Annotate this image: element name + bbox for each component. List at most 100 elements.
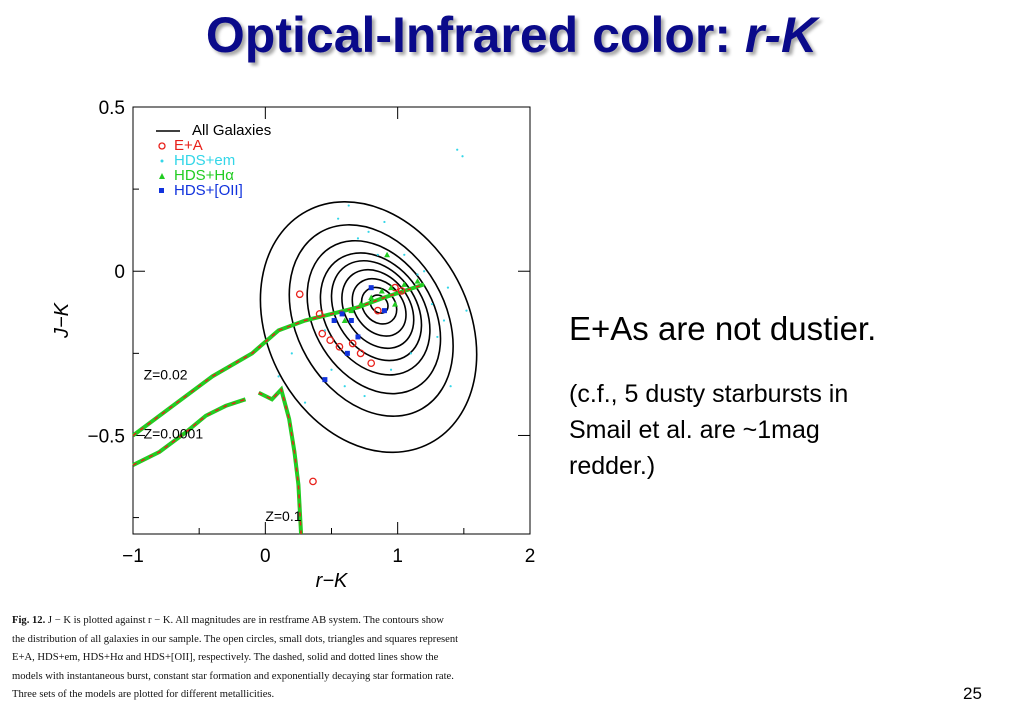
point-HDS+[OII] [322,377,328,383]
point-E+A [309,477,317,486]
caption-line: the distribution of all galaxies in our … [12,633,459,645]
y-axis-label: J−K [51,301,73,339]
page-number: 25 [963,684,982,703]
caption-line: E+A, HDS+em, HDS+Hα and HDS+[OII], respe… [12,652,439,664]
point-HDS+[OII] [339,311,345,317]
model-label: Z=0.0001 [144,426,204,442]
point-E+A [295,290,304,299]
point-HDS+em [343,385,346,388]
point-HDS+Hα [348,307,355,314]
legend-label: HDS+Hα [174,167,234,184]
caption-line: Fig. 12. J − K is plotted against r − K.… [12,612,602,631]
point-E+A [318,329,327,338]
legend-swatch [159,173,165,179]
point-HDS+em [290,352,293,355]
point-HDS+em [303,401,307,404]
legend-label: E+A [174,137,203,154]
x-axis-label: r−K [316,570,349,592]
point-HDS+em [403,253,406,256]
legend-swatch [159,188,164,193]
point-HDS+em [277,375,280,378]
point-HDS+[OII] [348,318,354,323]
point-HDS+em [376,253,379,256]
side-note-line: (c.f., 5 dusty starbursts in [569,380,849,408]
model-label: Z=0.02 [144,367,188,383]
point-HDS+em [442,319,446,322]
point-HDS+em [446,286,450,289]
slide-title: Optical-Infrared color: r-K [0,6,1023,64]
point-E+A [367,359,376,368]
point-HDS+em [436,335,439,339]
y-tick-label: 0.5 [99,98,125,119]
x-tick-label: 2 [525,546,536,567]
point-HDS+em [367,230,370,233]
point-HDS+[OII] [331,318,337,323]
point-HDS+[OII] [381,308,387,314]
plot-frame [132,106,531,535]
side-note-line: redder.) [569,452,656,480]
side-note-line: Smail et al. are ~1mag [569,416,820,444]
point-HDS+em [416,273,419,276]
point-HDS+em [423,270,426,273]
point-HDS+Hα [378,287,385,294]
side-note: (c.f., 5 dusty starbursts in Smail et al… [569,376,969,484]
point-E+A [315,310,324,318]
x-tick-label: 1 [392,546,403,567]
point-HDS+Hα [341,317,348,323]
caption-first-line: J − K is plotted against r − K. All magn… [47,615,444,626]
model-track [257,385,304,535]
point-HDS+em [383,220,386,224]
point-HDS+Hα [392,301,399,307]
figure-caption: Fig. 12. J − K is plotted against r − K.… [12,612,602,705]
point-HDS+em [449,385,452,388]
point-HDS+em [363,394,366,398]
legend-label: HDS+[OII] [174,182,243,199]
model-label: Z=0.1 [265,508,301,524]
point-E+A [397,287,406,295]
side-main-text: E+As are not dustier. [569,310,877,347]
point-HDS+em [409,352,412,355]
point-HDS+em [323,329,326,332]
contour [259,201,478,454]
point-E+A [326,336,335,345]
point-HDS+[OII] [355,334,361,340]
point-HDS+em [389,368,393,371]
caption-line: models with instantaneous burst, constan… [12,670,454,682]
point-HDS+Hα [401,281,408,287]
point-HDS+[OII] [344,350,350,356]
point-HDS+em [430,302,434,306]
point-E+A [356,349,365,358]
point-HDS+[OII] [368,285,374,291]
point-E+A [348,339,357,348]
point-HDS+em [337,217,340,220]
contour [288,224,454,417]
point-HDS+Hα [368,294,375,301]
point-E+A [373,306,382,315]
point-HDS+Hα [414,278,421,284]
model-track [132,283,425,437]
point-HDS+Hα [384,251,391,258]
slide-title-italic: r-K [744,7,818,63]
y-tick-label: −0.5 [87,426,125,447]
x-tick-label: 0 [260,546,271,567]
legend-label: All Galaxies [192,122,271,139]
point-HDS+Hα [357,301,364,307]
caption-label: Fig. 12. [12,615,46,626]
point-HDS+em [456,148,459,151]
legend-label: HDS+em [174,152,235,169]
legend-swatch [158,142,166,150]
point-E+A [335,342,344,351]
point-HDS+em [330,368,333,371]
point-HDS+Hα [388,284,395,291]
legend-swatch [160,159,164,163]
x-tick-label: −1 [122,546,144,567]
point-HDS+em [465,309,468,312]
slide-title-main: Optical-Infrared color: [205,7,745,63]
point-HDS+em [347,204,350,207]
y-tick-label: 0 [114,262,125,283]
model-track [132,398,246,466]
point-HDS+em [461,155,464,158]
caption-line: Three sets of the models are plotted for… [12,689,275,701]
point-HDS+em [356,237,360,240]
